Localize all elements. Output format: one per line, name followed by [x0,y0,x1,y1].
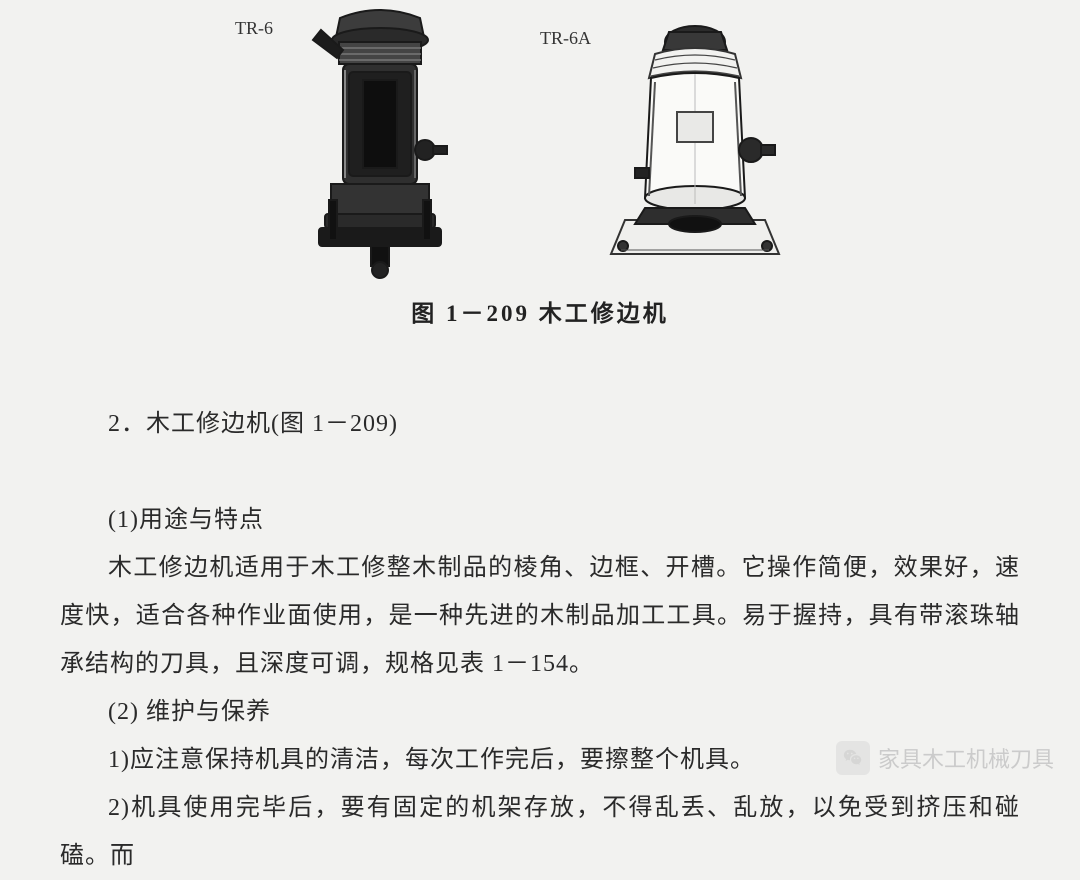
subsection-2: (2) 维护与保养 [60,688,1020,736]
figure-row: TR-6 [60,0,1020,280]
wechat-icon [836,741,870,775]
list-item-2: 2)机具使用完毕后，要有固定的机架存放，不得乱丢、乱放，以免受到挤压和碰磕。而 [60,784,1020,880]
figure-label-tr6: TR-6 [235,18,273,39]
section-heading: 2．木工修边机(图 1－209) [60,400,1020,448]
router-tr6-illustration [285,0,475,280]
watermark: 家具木工机械刀具 [836,741,1054,775]
subsection-1: (1)用途与特点 [60,496,1020,544]
watermark-text: 家具木工机械刀具 [878,742,1054,774]
figure-caption: 图 1－209 木工修边机 [60,294,1020,328]
paragraph-1: 木工修边机适用于木工修整木制品的棱角、边框、开槽。它操作简便，效果好，速度快，适… [60,544,1020,688]
figure-label-tr6a: TR-6A [540,28,591,49]
figure-tr6a: TR-6A [595,20,795,280]
figure-tr6: TR-6 [285,0,475,280]
body-text: 2．木工修边机(图 1－209) (1)用途与特点 木工修边机适用于木工修整木制… [60,400,1020,880]
router-tr6a-illustration [595,20,795,280]
